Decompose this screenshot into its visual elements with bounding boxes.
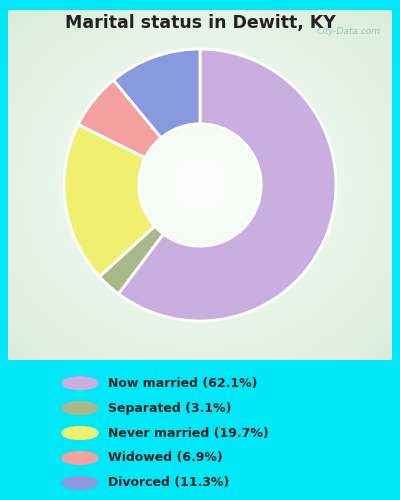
- Circle shape: [62, 402, 98, 414]
- Wedge shape: [78, 80, 161, 158]
- Circle shape: [62, 476, 98, 490]
- Text: Marital status in Dewitt, KY: Marital status in Dewitt, KY: [65, 14, 335, 32]
- Text: Separated (3.1%): Separated (3.1%): [108, 402, 232, 414]
- Wedge shape: [118, 49, 336, 321]
- Text: Widowed (6.9%): Widowed (6.9%): [108, 452, 223, 464]
- Wedge shape: [64, 124, 155, 276]
- Wedge shape: [114, 49, 200, 138]
- Text: Now married (62.1%): Now married (62.1%): [108, 376, 258, 390]
- Text: Divorced (11.3%): Divorced (11.3%): [108, 476, 229, 490]
- Circle shape: [62, 452, 98, 464]
- Text: City-Data.com: City-Data.com: [316, 28, 380, 36]
- Wedge shape: [100, 226, 163, 294]
- Circle shape: [62, 426, 98, 440]
- Circle shape: [62, 376, 98, 390]
- Text: Never married (19.7%): Never married (19.7%): [108, 426, 269, 440]
